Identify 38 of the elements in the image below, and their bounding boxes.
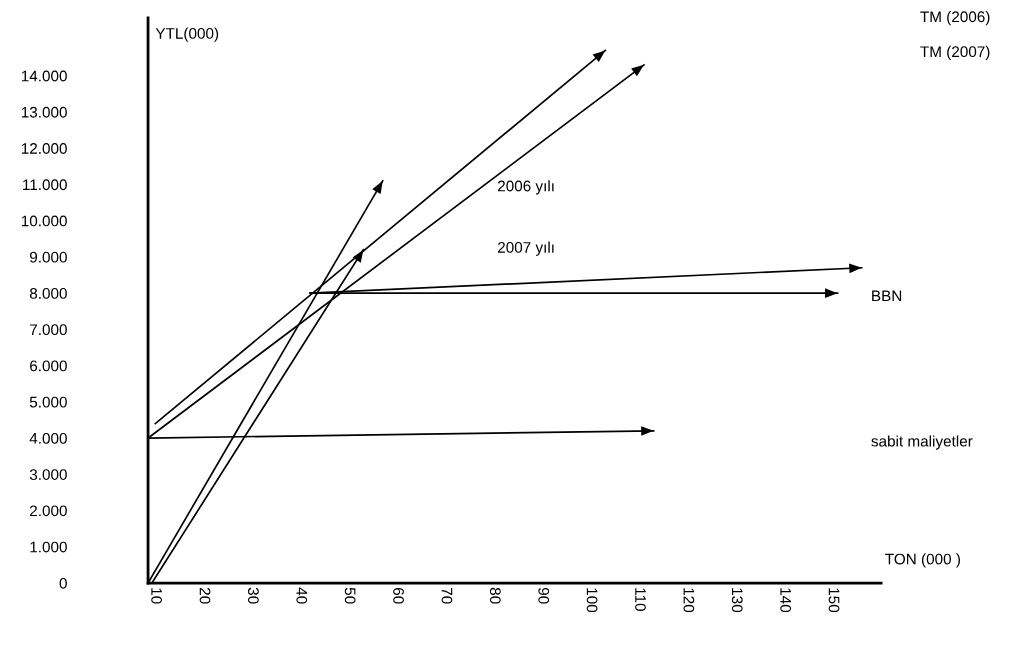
y-tick-label: 7.000 — [30, 324, 67, 336]
annotation: sabit maliyetler — [871, 435, 973, 450]
y-tick-label: 0 — [59, 577, 67, 589]
x-tick-label: 80 — [489, 587, 501, 604]
annotation: 2007 yılı — [498, 241, 554, 256]
y-tick-label: 12.000 — [21, 143, 67, 154]
y-tick-label: 6.000 — [30, 360, 67, 372]
text: TM (2006) — [920, 10, 990, 26]
x-tick-label: 120 — [683, 588, 695, 613]
y-tick-label: 3.000 — [29, 469, 67, 480]
x-axis-title: TON (000 ) — [885, 553, 960, 568]
x-tick-label: 10 — [151, 588, 163, 604]
x-tick-label: 60 — [393, 587, 404, 604]
y-tick-label: 11.000 — [23, 179, 67, 191]
x-tick-label: 130 — [731, 588, 743, 613]
x-tick-label: 110 — [635, 588, 646, 611]
y-axis-title: YTL(000) — [155, 27, 219, 42]
annotation: 2006 yılı — [498, 180, 554, 195]
x-tick-label: 140 — [780, 588, 792, 613]
text: TM (2007) — [920, 45, 990, 61]
y-tick-label: 13.000 — [21, 106, 67, 118]
x-tick-label: 70 — [441, 587, 453, 604]
y-tick-label: 8.000 — [29, 288, 67, 299]
x-tick-label: 40 — [296, 587, 308, 604]
y-tick-label: 14.000 — [21, 70, 67, 82]
x-tick-label: 100 — [586, 588, 598, 613]
annotation: BBN — [872, 290, 902, 302]
x-tick-label: 150 — [828, 588, 840, 613]
y-tick-label: 5.000 — [29, 396, 67, 408]
y-tick-label: 10.000 — [21, 215, 67, 227]
y-tick-label: 9.000 — [29, 251, 67, 263]
y-tick-label: 1.000 — [30, 541, 67, 553]
x-tick-label: 50 — [344, 587, 356, 604]
x-tick-label: 20 — [199, 587, 211, 604]
x-tick-label: 90 — [538, 587, 550, 604]
y-tick-label: 2.000 — [30, 505, 67, 517]
x-tick-label: 30 — [247, 587, 259, 604]
y-tick-label: 4.000 — [29, 432, 67, 444]
